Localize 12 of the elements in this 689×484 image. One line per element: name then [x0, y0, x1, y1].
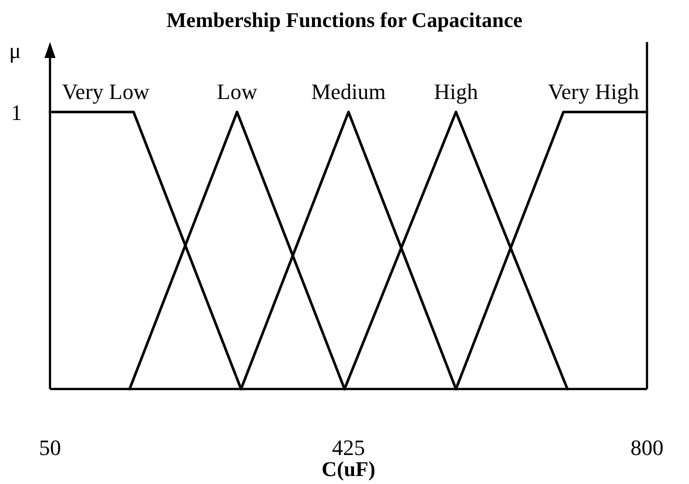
series-label: Low	[216, 79, 258, 104]
y-axis-title: μ	[9, 38, 21, 63]
series-label: Medium	[311, 79, 386, 104]
series-label: High	[434, 79, 478, 104]
x-tick-label: 425	[332, 435, 365, 460]
x-tick-label: 800	[630, 435, 664, 460]
chart-title: Membership Functions for Capacitance	[166, 8, 523, 32]
legend-label: Very Low	[62, 79, 150, 104]
x-axis-title: C(uF)	[322, 457, 376, 481]
series-label: Very High	[548, 79, 640, 104]
x-tick-label: 50	[39, 435, 61, 460]
annotation: 1	[11, 100, 22, 124]
